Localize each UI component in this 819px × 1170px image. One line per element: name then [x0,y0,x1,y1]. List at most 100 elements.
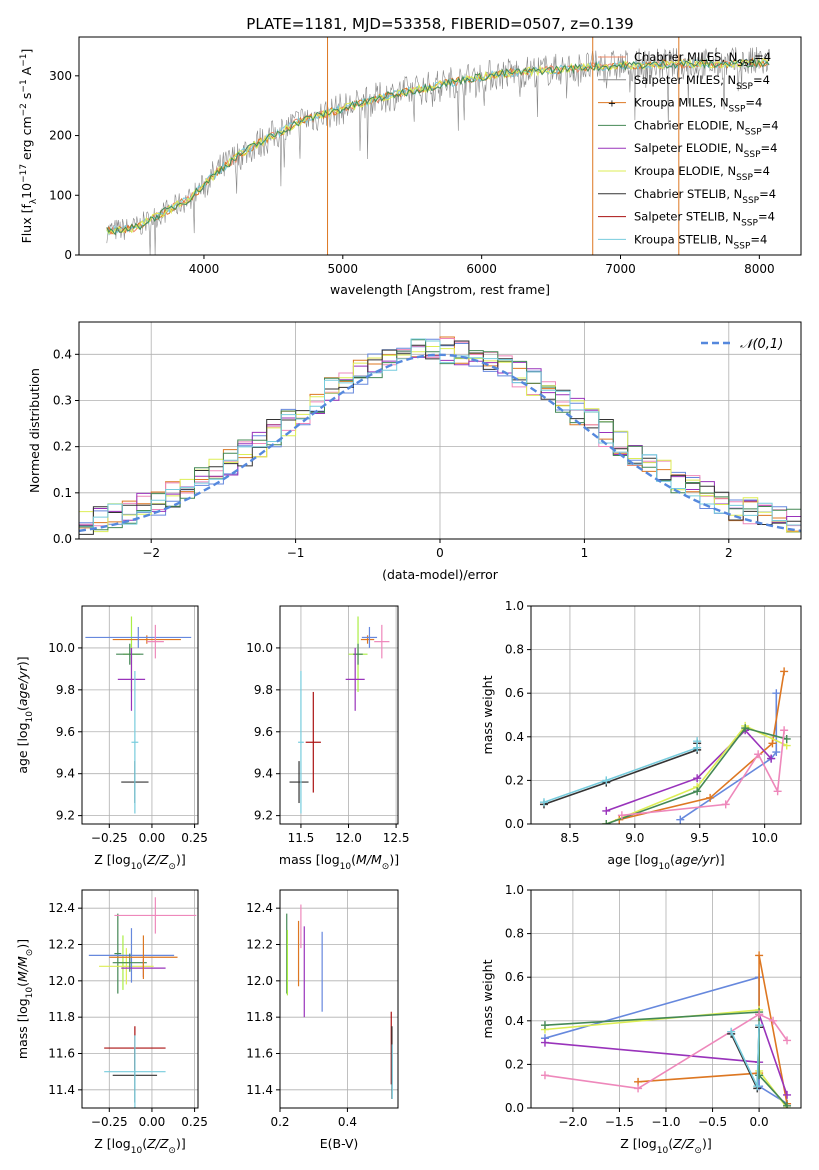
label-part: Z [log [94,852,130,867]
y-tick-label: 0.2 [53,440,72,454]
axes-frame [78,36,802,256]
x-tick-label: −0.25 [91,1115,128,1129]
point-marker [783,1101,792,1108]
plot-area [85,616,192,814]
label-part: SSP [741,219,758,229]
y-tick-label: 12.4 [48,901,75,915]
label-part: erg cm [19,116,34,164]
x-tick-label: 0.25 [181,1115,208,1129]
point-marker [602,806,611,815]
x-tick-label: 4000 [189,262,220,276]
label-part: =4 [753,73,770,87]
label-part: Flux [f [19,204,34,244]
point-marker [540,1021,549,1030]
label-part: 10 [25,711,35,723]
label-part: s [19,93,34,104]
y-tick-label: 1.0 [505,599,524,613]
label-part: mass [log [15,998,30,1059]
plot-area [88,897,197,1108]
label-part: ( [142,852,147,867]
y-tick-label: 11.8 [48,1010,75,1024]
label-part: Salpeter ELODIE, N [634,141,744,155]
y-tick-label: 1.0 [505,883,524,897]
legend-label: Chabrier MILES, NSSP=4 [634,50,771,69]
label-part: =4 [753,164,770,178]
y-tick-label: 9.2 [254,809,273,823]
plot-area [106,37,771,255]
point-marker [767,754,776,763]
label-part: −1 [19,79,29,92]
y-tick-label: 11.4 [48,1083,75,1097]
label-part: )] [176,852,186,867]
legend-label: Salpeter STELIB, NSSP=4 [634,210,775,229]
weight-line [543,741,698,803]
label-part: =4 [761,141,778,155]
x-tick-label: 0.00 [139,1115,166,1129]
x-tick-label: 9.5 [690,831,709,845]
point-marker [721,800,730,809]
y-tick-label: 300 [49,69,72,83]
y-tick-label: 0.2 [505,773,524,787]
label-part: −1 [19,54,29,67]
point-marker [617,811,626,820]
axes-frame [81,605,199,825]
point-marker [773,787,782,796]
label-part: ( [15,982,30,987]
label-part: ( [15,706,30,711]
y-tick-label: 9.4 [56,767,75,781]
x-tick-label: 12.5 [383,831,410,845]
x-tick-label: 8.5 [560,831,579,845]
y-tick-label: 0.0 [505,1101,524,1115]
label-part: ( [668,1136,673,1151]
label-part: Z/Z [146,1136,169,1151]
x-tick-label: 0.4 [338,1115,357,1129]
plot-residuals: −2 −1 0 1 2 0.0 0.1 0.2 0.3 0.4 𝒩(0,1) (data-model)… [27,321,802,582]
label-part: Z/Z [672,1136,695,1151]
label-part: A [19,66,34,79]
x-axis-label: E(B-V) [320,1136,359,1151]
point-marker [768,739,777,748]
x-tick-label: 11.5 [288,831,315,845]
plot-area [540,951,792,1108]
point-marker [780,667,789,676]
y-tick-label: 0.3 [53,393,72,407]
label-part: mass [log [279,852,340,867]
y-tick-label: 0.0 [505,817,524,831]
axes-frame [81,889,199,1109]
plot-area [289,616,390,814]
label-part: SSP [737,59,754,69]
y-axis-label: mass weight [480,959,495,1038]
y-tick-label: 12.0 [246,974,273,988]
label-part: =4 [745,96,762,110]
y-tick-label: 11.6 [48,1047,75,1061]
label-part: λ [29,198,39,204]
point-marker [540,1038,549,1047]
x-tick-label: 2 [725,546,733,560]
point-marker [754,750,763,759]
label-part: −2 [19,103,29,116]
histogram-line [79,338,801,528]
point-marker [602,820,611,824]
x-tick-label: 0.25 [181,831,208,845]
label-part: Salpeter MILES, N [634,73,736,87]
x-tick-label: 0.2 [270,1115,289,1129]
label-part: M/M [15,956,30,982]
label-part: SSP [744,150,761,160]
y-tick-label: 200 [49,129,72,143]
point-marker [539,798,548,807]
x-tick-label: −0.5 [698,1115,727,1129]
label-part: Z/Z [146,852,169,867]
label-part: 10 [659,862,671,872]
weight-line [606,727,787,824]
y-tick-label: 10.0 [48,641,75,655]
label-part: SSP [729,105,746,115]
point-marker [755,1071,764,1080]
label-part: Kroupa STELIB, N [634,232,734,246]
point-marker [755,1021,764,1030]
label-part: 10 [131,862,143,872]
weight-line [730,1027,760,1089]
x-axis-label: age [log10(age/yr)] [607,852,724,872]
plot-mass_vs_Z: −0.25 0.00 0.25 11.4 11.6 11.8 12.0 12.2 12.4 Z [… [15,889,208,1156]
label-part: Kroupa MILES, N [634,96,729,110]
plot-area [539,667,791,824]
